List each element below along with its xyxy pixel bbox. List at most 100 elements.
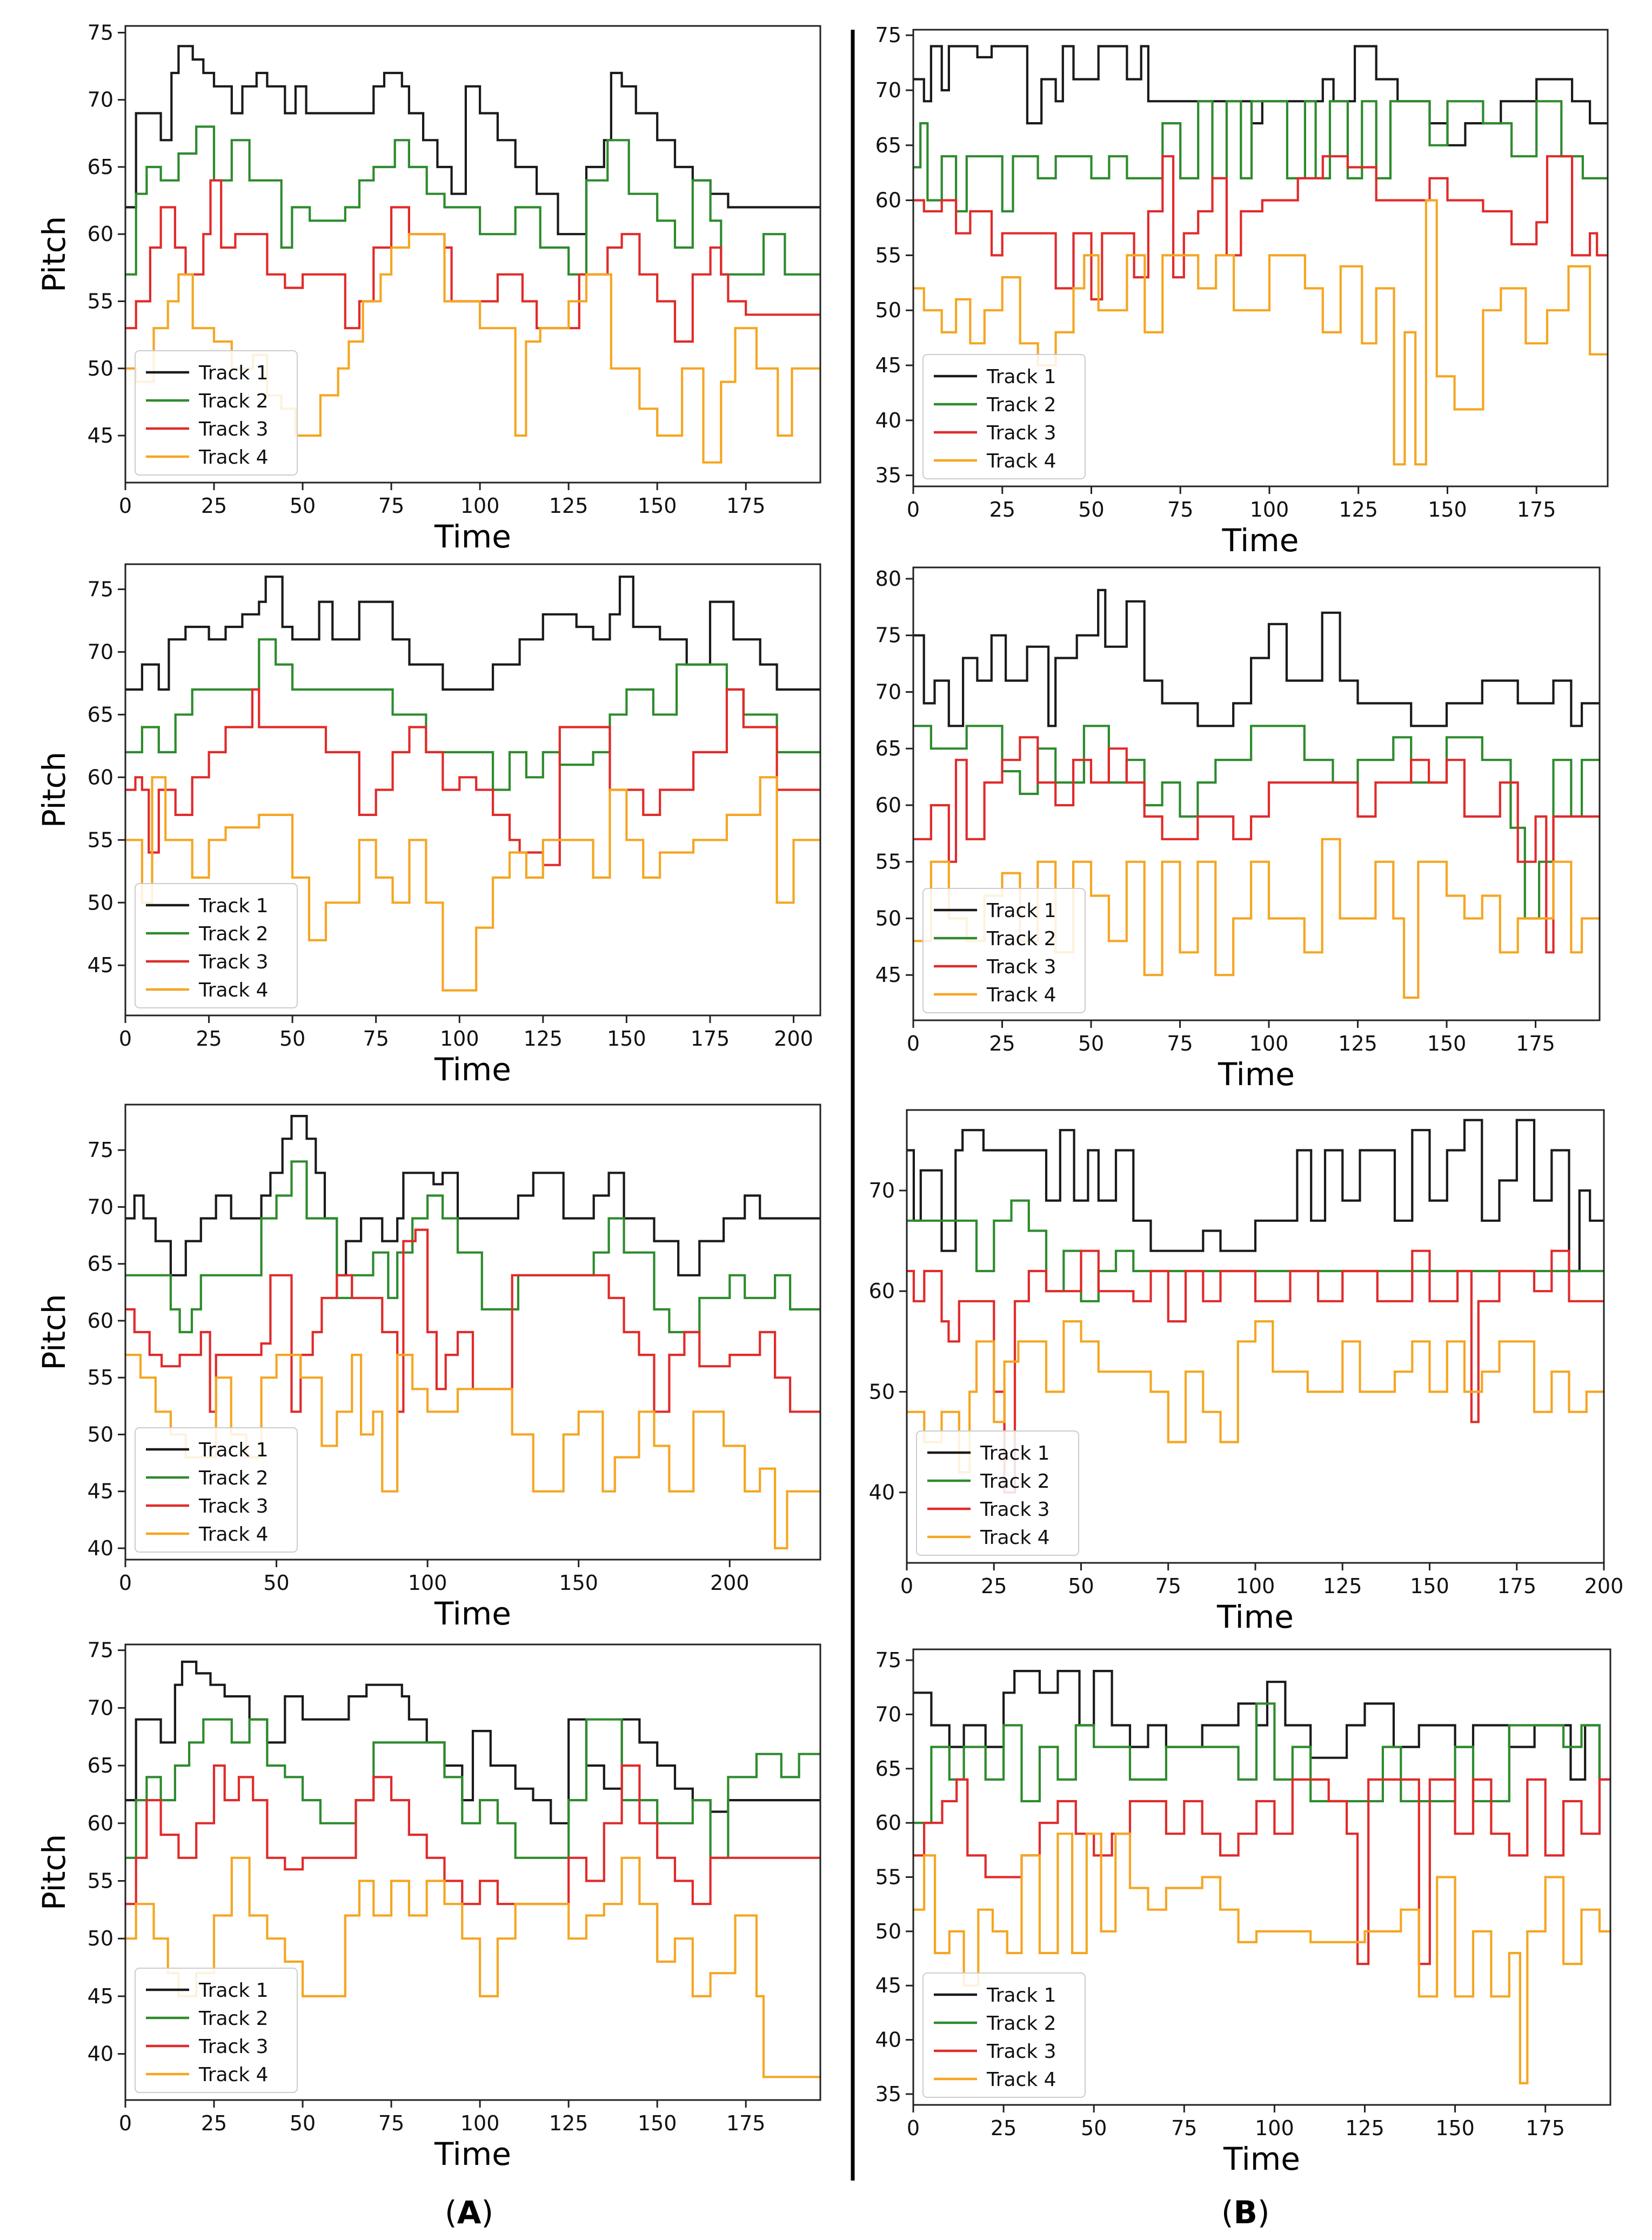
x-tick-label: 75: [378, 2111, 404, 2135]
y-axis-label: Pitch: [36, 752, 72, 828]
x-tick-label: 150: [1427, 1032, 1467, 1055]
legend-entry: Track 2: [980, 1470, 1050, 1493]
x-tick-label: 100: [1255, 2116, 1294, 2140]
y-tick-label: 40: [88, 2042, 113, 2066]
legend-entry: Track 1: [198, 895, 269, 917]
y-tick-label: 75: [88, 1138, 113, 1162]
x-tick-label: 25: [196, 1027, 222, 1051]
x-axis-label: Time: [434, 2136, 511, 2172]
legend: Track 1 Track 2 Track 3 Track 4: [135, 350, 298, 476]
x-axis-label: Time: [434, 1595, 511, 1632]
x-tick-label: 0: [119, 1571, 132, 1595]
x-tick-label: 75: [1167, 498, 1193, 521]
legend-entry: Track 3: [198, 2036, 269, 2058]
legend: Track 1 Track 2 Track 3 Track 4: [922, 354, 1086, 479]
legend-box: [135, 1968, 298, 2093]
series-line-track-3: [913, 155, 1608, 301]
y-tick-label: 60: [88, 222, 113, 246]
y-tick-label: 60: [875, 793, 901, 817]
y-tick-label: 65: [88, 703, 113, 726]
x-tick-label: 175: [1516, 1032, 1555, 1055]
y-tick-label: 40: [869, 1481, 895, 1505]
y-tick-label: 65: [875, 133, 901, 157]
legend-box: [922, 354, 1086, 479]
y-tick-label: 70: [88, 88, 113, 112]
chart-3: 0 25 50 75 100 125 150 175 200 45 50 55 60 65 70 75 Time…: [36, 563, 821, 1088]
y-tick-label: 65: [88, 155, 113, 179]
legend: Track 1 Track 2 Track 3 Track 4: [135, 1968, 298, 2093]
legend-entry: Track 3: [986, 2041, 1056, 2063]
y-tick-label: 70: [869, 1179, 895, 1202]
y-tick-label: 70: [875, 680, 901, 704]
series-line-track-1: [913, 589, 1600, 727]
legend-entry: Track 3: [198, 1495, 269, 1517]
x-tick-label: 50: [290, 2111, 316, 2135]
series-line-track-4: [125, 1354, 820, 1549]
legend-box: [922, 888, 1086, 1013]
legend-entry: Track 2: [198, 923, 269, 945]
y-tick-label: 50: [88, 357, 113, 380]
y-tick-label: 45: [875, 963, 901, 987]
x-tick-label: 125: [524, 1027, 563, 1051]
x-axis-label: Time: [1218, 1056, 1295, 1093]
legend-entry: Track 4: [986, 450, 1056, 472]
y-tick-label: 75: [88, 577, 113, 601]
legend-entry: Track 4: [198, 446, 269, 469]
legend-box: [922, 1972, 1086, 2098]
y-tick-label: 55: [875, 850, 901, 874]
x-tick-label: 150: [1435, 2116, 1475, 2140]
series-line-track-2: [913, 100, 1608, 213]
legend-entry: Track 1: [986, 366, 1056, 388]
x-tick-label: 125: [549, 2111, 588, 2135]
legend: Track 1 Track 2 Track 3 Track 4: [916, 1430, 1079, 1556]
y-tick-label: 65: [88, 1754, 113, 1777]
legend: Track 1 Track 2 Track 3 Track 4: [135, 1427, 298, 1553]
x-tick-label: 200: [774, 1027, 813, 1051]
y-tick-label: 60: [88, 1309, 113, 1333]
legend-entry: Track 3: [198, 951, 269, 973]
legend-entry: Track 2: [986, 2012, 1056, 2035]
y-tick-label: 50: [875, 906, 901, 930]
plot-frame: [124, 563, 821, 1017]
legend-box: [135, 883, 298, 1008]
x-tick-label: 75: [1171, 2116, 1197, 2140]
y-tick-label: 50: [88, 1927, 113, 1950]
series-line-track-1: [125, 576, 820, 691]
legend-entry: Track 1: [986, 900, 1056, 922]
x-tick-label: 0: [119, 2111, 132, 2135]
legend-box: [916, 1430, 1079, 1556]
legend-entry: Track 3: [986, 956, 1056, 978]
panel-label-b: (B): [1221, 2194, 1270, 2231]
legend-entry: Track 1: [198, 362, 269, 384]
y-axis-label: Pitch: [36, 1294, 72, 1370]
x-axis-label: Time: [1222, 522, 1299, 559]
x-tick-label: 25: [201, 494, 227, 518]
legend-entry: Track 1: [198, 1980, 269, 2002]
series-line-track-3: [125, 688, 820, 866]
x-tick-label: 0: [907, 1032, 920, 1055]
x-tick-label: 100: [1250, 498, 1289, 521]
y-tick-label: 60: [875, 189, 901, 212]
x-tick-label: 75: [1167, 1032, 1193, 1055]
y-tick-label: 55: [88, 289, 113, 313]
x-tick-label: 75: [1155, 1574, 1181, 1598]
y-tick-label: 35: [875, 464, 901, 487]
x-tick-label: 50: [290, 494, 316, 518]
y-tick-label: 60: [875, 1811, 901, 1835]
series-line-track-1: [125, 1115, 820, 1276]
x-tick-label: 175: [1497, 1574, 1536, 1598]
x-tick-label: 50: [1078, 1032, 1104, 1055]
y-tick-label: 65: [88, 1252, 113, 1276]
y-tick-label: 50: [869, 1380, 895, 1403]
chart-7: 0 25 50 75 100 125 150 175 40 45 50 55 60 65 70 75 Time P…: [36, 1639, 821, 2172]
x-tick-label: 25: [989, 498, 1015, 521]
y-tick-label: 55: [88, 1869, 113, 1893]
legend-entry: Track 2: [986, 928, 1056, 950]
x-tick-label: 50: [1081, 2116, 1107, 2140]
x-tick-label: 125: [1345, 2116, 1385, 2140]
legend-entry: Track 3: [198, 418, 269, 440]
y-tick-label: 45: [88, 1984, 113, 2008]
x-tick-label: 175: [1526, 2116, 1565, 2140]
y-tick-label: 45: [88, 953, 113, 977]
